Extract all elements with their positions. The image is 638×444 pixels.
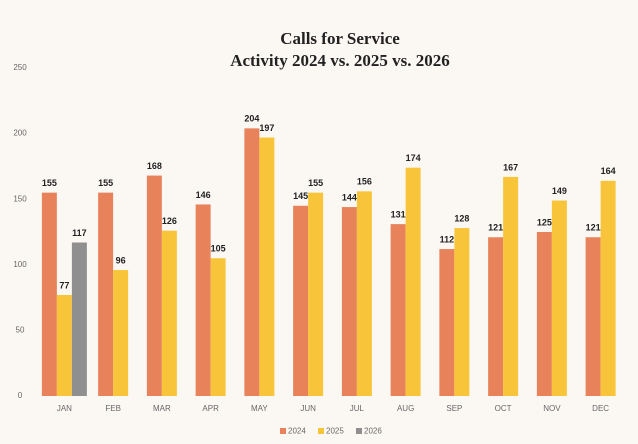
bar [357, 191, 372, 396]
data-label: 149 [552, 186, 567, 196]
data-label: 125 [537, 217, 552, 227]
x-tick-label: DEC [592, 404, 609, 413]
bar [342, 207, 357, 396]
y-tick-label: 150 [13, 194, 27, 203]
bar [72, 242, 87, 396]
x-tick-label: NOV [543, 404, 561, 413]
x-tick-label: OCT [495, 404, 512, 413]
bar [537, 232, 552, 396]
x-tick-label: APR [202, 404, 219, 413]
x-tick-label: JUL [350, 404, 365, 413]
data-label: 121 [488, 223, 503, 233]
x-tick-label: SEP [446, 404, 462, 413]
data-label: 155 [98, 178, 113, 188]
bar [147, 176, 162, 396]
data-label: 112 [440, 234, 455, 244]
data-label: 146 [196, 190, 211, 200]
bar [244, 128, 259, 396]
bar [259, 138, 274, 396]
data-label: 155 [42, 178, 57, 188]
y-tick-label: 200 [13, 129, 27, 138]
data-label: 167 [503, 162, 518, 172]
y-tick-label: 50 [16, 326, 25, 335]
bar [113, 270, 128, 396]
x-tick-label: JUN [300, 404, 316, 413]
data-label: 128 [454, 213, 469, 223]
bar [57, 295, 72, 396]
bar [552, 201, 567, 396]
bar [503, 177, 518, 396]
y-tick-label: 100 [13, 260, 27, 269]
x-tick-label: AUG [397, 404, 414, 413]
bar [454, 228, 469, 396]
x-tick-label: MAY [251, 404, 268, 413]
bar [586, 237, 601, 396]
chart-subtitle: Activity 2024 vs. 2025 vs. 2026 [230, 51, 450, 70]
bar [488, 237, 503, 396]
data-label: 156 [357, 177, 372, 187]
bar [98, 193, 113, 396]
bar [162, 231, 177, 396]
data-label: 204 [244, 114, 259, 124]
data-label: 121 [586, 223, 601, 233]
chart-title: Calls for Service [280, 29, 400, 48]
legend-label: 2026 [364, 427, 382, 436]
data-label: 197 [259, 123, 274, 133]
legend-label: 2024 [288, 427, 306, 436]
y-tick-label: 0 [18, 391, 23, 400]
bar [293, 206, 308, 396]
legend-swatch [318, 428, 324, 434]
data-label: 144 [342, 192, 357, 202]
bar [308, 193, 323, 396]
bar [196, 204, 211, 396]
y-tick-label: 250 [13, 63, 27, 72]
data-label: 126 [162, 216, 177, 226]
x-tick-label: JAN [57, 404, 72, 413]
chart: Calls for Service Activity 2024 vs. 2025… [0, 0, 638, 444]
bar [439, 249, 454, 396]
bar [42, 193, 57, 396]
bar [601, 181, 616, 396]
x-tick-label: MAR [153, 404, 171, 413]
bar [211, 258, 226, 396]
legend-swatch [280, 428, 286, 434]
data-label: 131 [391, 210, 406, 220]
data-label: 117 [72, 228, 87, 238]
data-label: 168 [147, 161, 162, 171]
data-label: 96 [116, 255, 126, 265]
data-label: 174 [406, 153, 421, 163]
data-label: 105 [211, 244, 226, 254]
data-label: 164 [601, 166, 616, 176]
x-tick-label: FEB [105, 404, 121, 413]
bar [391, 224, 406, 396]
legend-label: 2025 [326, 427, 344, 436]
data-label: 77 [59, 280, 69, 290]
data-label: 155 [308, 178, 323, 188]
data-label: 145 [293, 191, 308, 201]
bar [406, 168, 421, 396]
legend-swatch [356, 428, 362, 434]
